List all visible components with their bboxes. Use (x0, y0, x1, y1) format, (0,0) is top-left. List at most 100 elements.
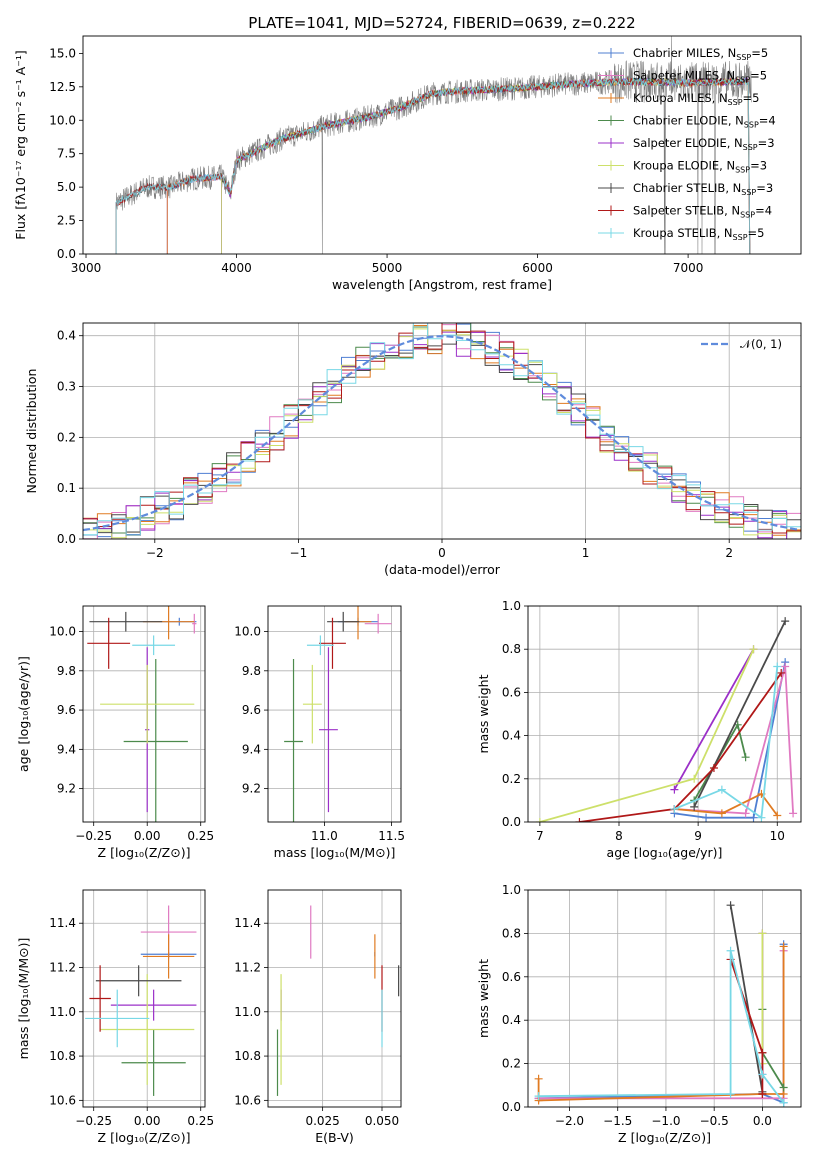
plot-area (276, 905, 400, 1096)
errorbar-point (87, 617, 131, 669)
weight-marker (749, 645, 758, 654)
x-axis-label: Z [log₁₀(Z/Z⊙)] (98, 845, 191, 860)
weight-marker (779, 1083, 788, 1092)
panel-age-vs-Z: −0.25 0.00 0.25 9.2 9.4 9.6 9.8 10.0 Z [log₁₀(Z/… (16, 605, 214, 860)
errorbar-point (319, 617, 346, 669)
weight-line (538, 950, 785, 1104)
x-axis-label: mass [log₁₀(M/M⊙)] (274, 845, 396, 860)
errorbar-point (192, 613, 197, 634)
weight-marker (749, 813, 758, 822)
axes-frame (267, 889, 402, 1108)
weight-marker (534, 1092, 543, 1101)
errorbar-point (142, 934, 195, 979)
y-tick-label: 1.0 (502, 599, 521, 613)
plot-area (535, 617, 798, 822)
x-tick-label: 8 (615, 829, 623, 843)
weight-marker (773, 811, 782, 820)
y-tick-label: 12.5 (49, 80, 76, 94)
y-tick-label: 10.0 (49, 113, 76, 127)
errorbar-point (306, 635, 334, 656)
x-tick-label: 0 (438, 546, 446, 560)
errorbar-point (110, 989, 197, 1021)
x-axis-label: (data-model)/error (384, 562, 501, 577)
panel-weight-vs-Z: −2.0 −1.5 −1.0 −0.5 0.0 0.0 0.2 0.4 0.6 0.8 1.0 Z [… (476, 883, 802, 1145)
weight-marker (758, 1089, 767, 1098)
y-tick-label: 0.0 (57, 532, 76, 546)
weight-marker (717, 785, 726, 794)
plot-area (85, 905, 197, 1096)
x-tick-label: 0.025 (305, 1114, 339, 1128)
panel-mass-vs-Z: −0.25 0.00 0.25 10.6 10.8 11.0 11.2 11.4 Z [log₁… (16, 889, 214, 1145)
weight-line (537, 946, 785, 1102)
errorbar-point (319, 647, 338, 813)
x-tick-label: −1.0 (651, 1114, 680, 1128)
y-axis-label: mass [log₁₀(M/M⊙)] (16, 938, 31, 1060)
y-tick-label: 0.0 (502, 815, 521, 829)
weight-marker (758, 929, 767, 938)
x-tick-label: −0.25 (75, 1114, 112, 1128)
x-tick-label: 6000 (522, 261, 553, 275)
weight-line (673, 648, 755, 791)
y-tick-label: 9.2 (242, 782, 261, 796)
y-tick-label: 0.8 (502, 926, 521, 940)
weight-marker (690, 802, 699, 811)
plot-area (87, 606, 197, 822)
weight-marker (758, 1048, 767, 1057)
chart-title: PLATE=1041, MJD=52724, FIBERID=0639, z=0… (248, 14, 635, 32)
axes-frame (527, 889, 802, 1108)
legend-label: Salpeter STELIB, NSSP=4 (633, 204, 772, 220)
x-tick-label: 2 (725, 546, 733, 560)
legend-label: Kroupa ELODIE, NSSP=3 (633, 159, 767, 175)
x-tick-label: −0.5 (700, 1114, 729, 1128)
weight-marker (773, 662, 782, 671)
x-tick-label: −0.25 (75, 829, 112, 843)
x-axis-label: wavelength [Angstrom, rest frame] (332, 277, 552, 292)
weight-line (674, 666, 779, 820)
weight-marker (726, 946, 735, 955)
y-tick-label: 10.6 (234, 1093, 261, 1107)
errorbar-point (132, 635, 176, 656)
x-tick-label: −1.5 (603, 1114, 632, 1128)
legend-label: Chabrier STELIB, NSSP=3 (633, 181, 773, 197)
y-tick-label: 0.4 (57, 329, 76, 343)
normal-curve (83, 335, 799, 532)
errorbar-point (95, 965, 182, 997)
errorbar-point (121, 1029, 186, 1096)
errorbar-point (89, 965, 111, 1032)
y-tick-label: 11.0 (234, 1005, 261, 1019)
weight-marker (781, 617, 790, 626)
y-tick-label: 11.0 (49, 1005, 76, 1019)
errorbar-point (100, 974, 195, 1085)
weight-marker (717, 809, 726, 818)
y-tick-label: 15.0 (49, 46, 76, 60)
weight-line (729, 905, 764, 1092)
weight-marker (781, 662, 790, 671)
y-tick-label: 0.3 (57, 380, 76, 394)
weight-line (538, 950, 785, 1100)
y-tick-label: 0.6 (502, 685, 521, 699)
y-tick-label: 7.5 (57, 147, 76, 161)
x-tick-label: 7000 (673, 261, 704, 275)
panel-mass-vs-EBV: 0.025 0.050 10.6 10.8 11.0 11.2 11.4 E(B-V) (234, 889, 402, 1145)
weight-marker (789, 809, 798, 818)
y-axis-label: Normed distribution (24, 369, 39, 494)
panel-age-vs-mass: 11.0 11.5 9.2 9.4 9.6 9.8 10.0 mass [log₁₀(M/M⊙… (234, 605, 405, 860)
x-tick-label: 0.00 (134, 1114, 161, 1128)
y-tick-label: 9.2 (57, 782, 76, 796)
legend: Chabrier MILES, NSSP=5 Salpeter MILES, NS… (598, 46, 776, 242)
y-tick-label: 9.6 (57, 703, 76, 717)
legend-label: Kroupa MILES, NSSP=5 (633, 91, 759, 107)
model-spectrum-line (115, 76, 751, 254)
y-tick-label: 11.4 (234, 916, 261, 930)
y-tick-label: 0.6 (502, 970, 521, 984)
y-axis-label: Flux [fλ10⁻¹⁷ erg cm⁻² s⁻¹ A⁻¹] (13, 50, 28, 239)
weight-line (693, 620, 787, 808)
weight-marker (575, 818, 584, 822)
weight-marker (757, 813, 766, 822)
errorbar-point (89, 611, 163, 632)
y-tick-label: 9.6 (242, 703, 261, 717)
x-tick-label: 10 (770, 829, 785, 843)
y-tick-label: 0.2 (502, 1057, 521, 1071)
panel-residuals: −2 −1 0 1 2 0.0 0.1 0.2 0.3 0.4 (data-model)/error… (24, 322, 802, 577)
